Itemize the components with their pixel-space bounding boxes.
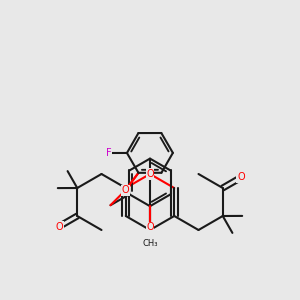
Text: CH₃: CH₃: [142, 239, 158, 248]
Text: O: O: [237, 172, 245, 182]
Text: O: O: [55, 221, 63, 232]
Text: O: O: [146, 222, 154, 232]
Text: O: O: [146, 169, 154, 179]
Text: F: F: [106, 148, 112, 158]
Text: O: O: [122, 185, 129, 195]
